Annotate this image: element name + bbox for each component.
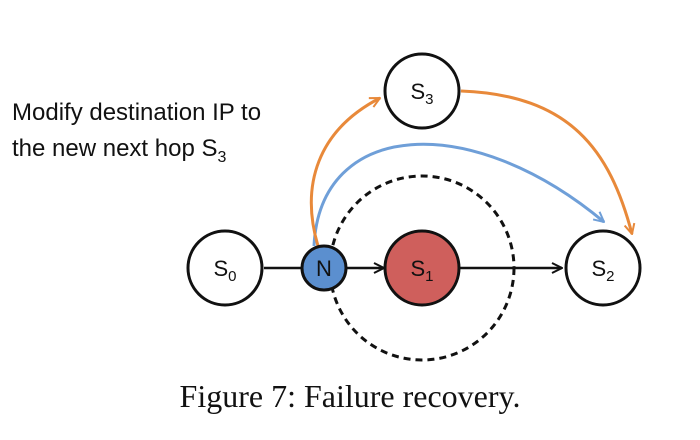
annotation-line-1: Modify destination IP to — [12, 99, 261, 126]
figure-caption: Figure 7: Failure recovery. — [179, 378, 521, 414]
node-s3-label: S3 — [410, 79, 433, 108]
node-s2-label: S2 — [591, 256, 614, 285]
node-s0: S0 — [186, 229, 264, 307]
node-s1: S1 — [383, 229, 461, 307]
orange-path-n-to-s3 — [309, 96, 380, 247]
node-s3: S3 — [383, 52, 461, 130]
node-s2: S2 — [564, 229, 642, 307]
node-n: N — [300, 244, 348, 292]
annotation-line-2: the new next hop S3 — [12, 135, 226, 166]
node-s1-label: S1 — [410, 256, 433, 285]
failure-recovery-diagram: S0 N S1 S2 S3 Modify destination IP to t… — [12, 52, 642, 362]
node-s0-label: S0 — [213, 256, 236, 285]
orange-path-s3-to-s2 — [460, 89, 632, 234]
node-n-label: N — [316, 256, 332, 281]
blue-path-n-to-s2 — [312, 142, 604, 247]
